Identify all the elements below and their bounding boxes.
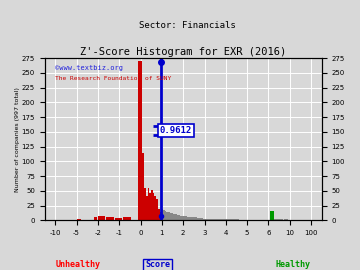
Bar — [123, 217, 131, 220]
Bar — [182, 216, 183, 220]
Text: ©www.textbiz.org: ©www.textbiz.org — [55, 65, 123, 71]
Bar — [107, 217, 114, 220]
Bar — [170, 213, 171, 220]
Bar — [178, 215, 180, 220]
Bar — [98, 216, 105, 220]
Bar — [94, 217, 97, 220]
Bar — [200, 218, 203, 220]
Bar — [171, 213, 173, 220]
Text: Unhealthy: Unhealthy — [55, 260, 100, 269]
Bar — [156, 199, 158, 220]
Text: The Research Foundation of SUNY: The Research Foundation of SUNY — [55, 76, 171, 81]
Y-axis label: Number of companies (997 total): Number of companies (997 total) — [15, 87, 20, 192]
Bar — [180, 216, 182, 220]
Bar — [143, 153, 144, 220]
Bar — [270, 211, 274, 220]
Text: Score: Score — [145, 260, 170, 269]
Bar — [163, 210, 165, 220]
Text: 0.9612: 0.9612 — [160, 126, 192, 135]
Bar — [215, 219, 220, 220]
Bar — [144, 188, 146, 220]
Bar — [211, 219, 215, 220]
Bar — [177, 215, 178, 220]
Bar — [274, 219, 279, 220]
Bar — [207, 219, 211, 220]
Bar — [220, 219, 226, 220]
Text: Sector: Financials: Sector: Financials — [139, 21, 235, 30]
Title: Z'-Score Histogram for EXR (2016): Z'-Score Histogram for EXR (2016) — [80, 48, 286, 58]
Bar — [159, 212, 161, 220]
Bar — [148, 188, 149, 220]
Bar — [149, 193, 151, 220]
Bar — [192, 217, 194, 220]
Bar — [115, 218, 122, 220]
Bar — [154, 195, 156, 220]
Bar — [168, 212, 170, 220]
Bar — [139, 61, 142, 220]
Bar — [226, 219, 232, 220]
Bar — [183, 216, 185, 220]
Text: Healthy: Healthy — [276, 260, 311, 269]
Bar — [158, 209, 159, 220]
Bar — [146, 195, 148, 220]
Bar — [187, 217, 189, 220]
Bar — [197, 218, 200, 220]
Bar — [165, 211, 166, 220]
Bar — [161, 209, 163, 220]
Bar — [153, 193, 154, 220]
Bar — [77, 219, 81, 220]
Bar — [284, 219, 288, 220]
Bar — [190, 217, 192, 220]
Bar — [189, 217, 190, 220]
Bar — [194, 217, 197, 220]
Bar — [175, 214, 177, 220]
Bar — [203, 219, 207, 220]
Bar — [151, 190, 153, 220]
Bar — [173, 214, 175, 220]
Bar — [166, 211, 168, 220]
Bar — [279, 219, 283, 220]
Bar — [232, 219, 239, 220]
Bar — [185, 216, 187, 220]
